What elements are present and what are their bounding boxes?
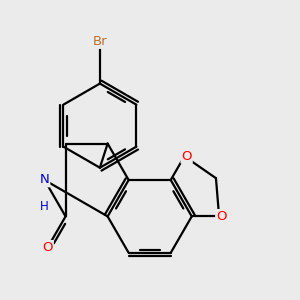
Text: O: O xyxy=(42,241,53,254)
Text: N: N xyxy=(40,173,50,187)
Text: Br: Br xyxy=(93,35,107,48)
Text: O: O xyxy=(182,150,192,163)
Text: H: H xyxy=(40,200,49,213)
Text: O: O xyxy=(216,210,226,223)
